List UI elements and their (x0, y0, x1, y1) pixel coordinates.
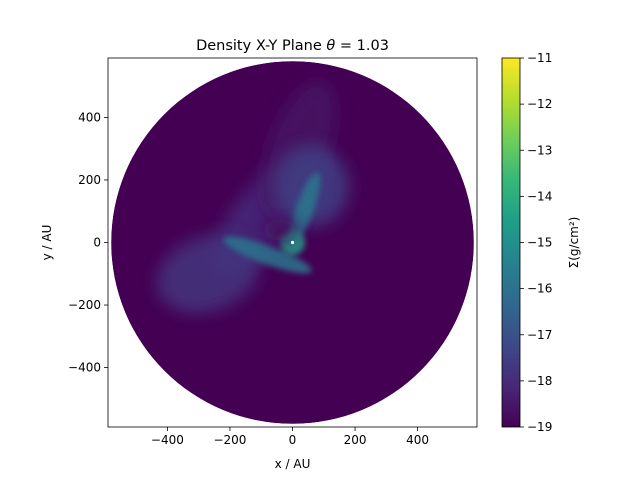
y-axis-label: y / AU (40, 225, 54, 261)
colorbar-fill (502, 58, 520, 427)
x-axis-label: x / AU (275, 457, 311, 471)
y-tick-label: −200 (68, 298, 101, 312)
y-axis: 400 200 0 −200 −400 (68, 110, 108, 375)
chart-title-theta: θ (326, 38, 335, 54)
density-disk (111, 61, 474, 424)
density-feature-inner-stream (223, 236, 312, 274)
colorbar-tick-label: −13 (527, 143, 552, 157)
colorbar-tick-label: −16 (527, 282, 552, 296)
colorbar-tick-label: −12 (527, 97, 552, 111)
colorbar-tick-label: −15 (527, 236, 552, 250)
density-feature-cavity (262, 219, 298, 241)
x-tick-label: 0 (289, 433, 297, 447)
y-tick-label: 200 (78, 173, 101, 187)
central-source (290, 240, 295, 245)
colorbar-tick-label: −11 (527, 51, 552, 65)
colorbar-label: Σ(g/cm²) (567, 217, 581, 269)
x-tick-label: 400 (406, 433, 429, 447)
density-feature-inner-stream (289, 172, 321, 244)
plot-area (111, 61, 474, 424)
x-tick-label: −200 (213, 433, 246, 447)
colorbar-ticks: −11 −12 −13 −14 −15 −16 −17 −18 −19 (520, 51, 552, 434)
density-feature-lower-left-lobe (156, 234, 260, 314)
y-tick-label: 0 (93, 236, 101, 250)
colorbar-tick-label: −18 (527, 374, 552, 388)
x-axis: −400 −200 0 200 400 (151, 427, 429, 447)
colorbar: −11 −12 −13 −14 −15 −16 −17 −18 −19 (501, 51, 552, 434)
colorbar-tick-label: −14 (527, 189, 552, 203)
x-tick-label: 200 (344, 433, 367, 447)
y-tick-label: −400 (68, 361, 101, 375)
colorbar-tick-label: −17 (527, 328, 552, 342)
y-tick-label: 400 (78, 110, 101, 124)
chart-title-prefix: Density X-Y Plane (196, 38, 326, 54)
x-tick-label: −400 (151, 433, 184, 447)
chart-title: Density X-Y Plane θ = 1.03 (196, 38, 389, 54)
colorbar-tick-label: −19 (527, 420, 552, 434)
chart-title-suffix: = 1.03 (335, 38, 389, 54)
